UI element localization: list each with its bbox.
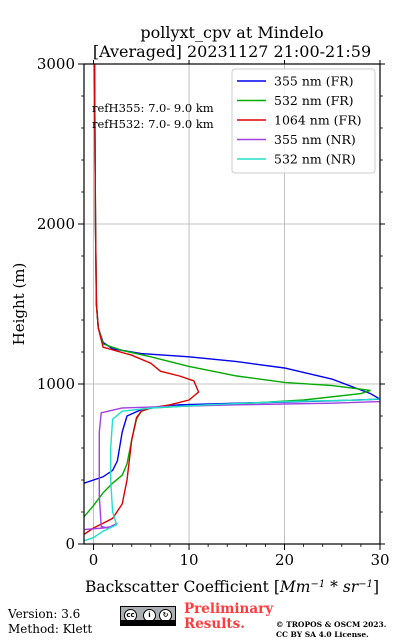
y-tick-label: 1000 xyxy=(37,375,75,393)
y-axis-label: Height (m) xyxy=(10,263,28,346)
preliminary-line-1: Preliminary xyxy=(184,601,274,617)
x-axis-label: Backscatter Coefficient [Mm−1 * sr−1] xyxy=(85,578,379,596)
preliminary-results: Preliminary Results. xyxy=(184,602,273,632)
legend-label: 355 nm (FR) xyxy=(274,74,354,89)
series-line xyxy=(84,398,380,542)
y-tick-label: 0 xyxy=(65,535,75,553)
y-tick-label: 3000 xyxy=(37,55,75,73)
x-tick-label: 0 xyxy=(89,551,99,569)
chart-title-line-1: pollyxt_cpv at Mindelo xyxy=(140,23,323,42)
method-label: Method: Klett xyxy=(8,622,93,636)
cc-badge-bar xyxy=(121,620,175,625)
legend-box xyxy=(231,68,376,174)
preliminary-line-2: Results. xyxy=(184,616,245,632)
annotation-refh532: refH532: 7.0- 9.0 km xyxy=(92,117,214,131)
axis-ticks: 0 10 20 30 0 1000 2000 3000 xyxy=(37,55,390,569)
plot-frame xyxy=(83,63,381,545)
version-label: Version: 3.6 xyxy=(8,607,81,621)
legend: 355 nm (FR) 532 nm (FR) 1064 nm (FR) 355 nm… xyxy=(231,68,376,174)
footer-info: Version: 3.6 Method: Klett xyxy=(8,607,92,637)
x-tick-label: 20 xyxy=(275,551,294,569)
copyright-line-2: CC BY SA 4.0 License. xyxy=(276,630,369,639)
chart: 0 10 20 30 0 1000 2000 3000 pollyxt_cpv at Mind… xyxy=(10,23,390,596)
legend-label: 532 nm (FR) xyxy=(274,93,354,108)
legend-label: 355 nm (NR) xyxy=(274,132,356,147)
legend-label: 532 nm (NR) xyxy=(274,152,356,167)
chart-title-line-2: [Averaged] 20231127 21:00-21:59 xyxy=(93,42,371,61)
series-line xyxy=(84,400,380,531)
series-layer xyxy=(84,64,380,542)
x-tick-label: 10 xyxy=(179,551,198,569)
copyright: © TROPOS & OSCM 2023. CC BY SA 4.0 Licen… xyxy=(276,620,386,640)
series-line xyxy=(84,64,371,518)
y-tick-label: 2000 xyxy=(37,215,75,233)
copyright-line-1: © TROPOS & OSCM 2023. xyxy=(276,620,387,629)
x-tick-label: 30 xyxy=(370,551,389,569)
cc-license-badge: cc i ↻ xyxy=(120,606,176,626)
annotation-refh355: refH355: 7.0- 9.0 km xyxy=(92,101,214,115)
legend-label: 1064 nm (FR) xyxy=(274,113,362,128)
series-line xyxy=(84,64,200,535)
